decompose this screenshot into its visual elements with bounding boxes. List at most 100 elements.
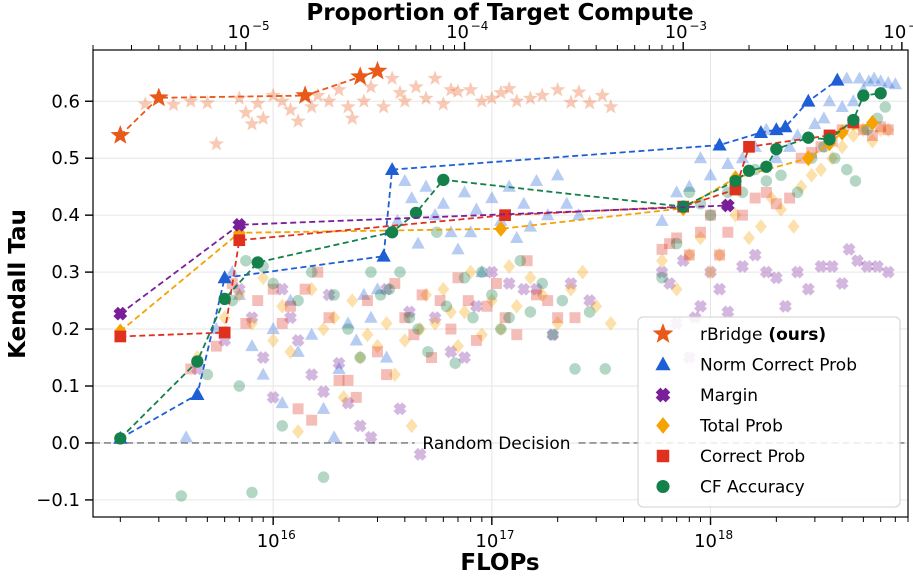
total-prob-frontier-point — [866, 115, 879, 131]
cf-accuracy-point — [670, 237, 683, 250]
margin-frontier-point — [720, 198, 735, 213]
margin-point — [413, 447, 427, 461]
margin-point — [317, 385, 330, 399]
cf-accuracy-point — [503, 311, 515, 324]
rbridge-point — [137, 96, 153, 111]
margin-point — [245, 311, 259, 325]
norm-correct-prob-point — [682, 179, 696, 192]
norm-correct-prob-point — [469, 202, 484, 215]
norm-correct-prob-point — [349, 333, 363, 346]
norm-correct-prob-point — [523, 219, 537, 232]
norm-correct-prob-point — [867, 71, 881, 84]
cf-accuracy-point — [403, 311, 416, 324]
correct-prob-point — [815, 141, 827, 153]
rbridge-point — [474, 93, 490, 108]
norm-correct-prob-point — [852, 71, 867, 84]
total-prob-point — [536, 287, 549, 303]
correct-prob-frontier-point — [218, 326, 231, 339]
random-decision-label: Random Decision — [422, 434, 570, 454]
cf-accuracy-point — [422, 346, 434, 358]
norm-correct-prob-frontier-point — [801, 93, 816, 107]
rbridge-point — [493, 84, 509, 100]
margin-point — [748, 248, 762, 262]
total-prob-point — [524, 270, 537, 286]
top-tick-label: 10 — [665, 22, 688, 43]
cf-accuracy-point — [524, 306, 537, 318]
rbridge-point — [208, 135, 224, 151]
top-axis-ticks: 10−510−410−310−2 — [92, 19, 913, 50]
rbridge-point — [550, 81, 566, 97]
correct-prob-point — [381, 369, 393, 381]
y-tick-label: 0.0 — [51, 433, 80, 454]
cf-accuracy-point — [467, 311, 479, 324]
y-tick-label: −0.1 — [36, 490, 80, 511]
cf-accuracy-point — [683, 186, 696, 199]
correct-prob-point — [664, 238, 676, 250]
cf-accuracy-point — [458, 272, 471, 284]
legend-marker-total-prob — [656, 417, 670, 434]
margin-point — [655, 265, 669, 279]
norm-correct-prob-point — [256, 367, 270, 380]
top-tick-exponent: −3 — [689, 19, 707, 33]
correct-prob-point — [511, 329, 523, 341]
rbridge-point — [310, 87, 326, 103]
norm-correct-prob-frontier-point — [217, 270, 232, 284]
rbridge-point — [509, 93, 525, 108]
total-prob-point — [292, 424, 305, 439]
rbridge-point — [183, 93, 199, 108]
correct-prob-point — [434, 295, 446, 307]
norm-correct-prob-point — [283, 293, 298, 306]
correct-prob-point — [683, 249, 695, 261]
correct-prob-point — [882, 124, 894, 136]
total-prob-point — [576, 264, 589, 280]
rbridge-point — [238, 104, 254, 120]
total-prob-point — [317, 321, 330, 337]
total-prob-point — [604, 316, 617, 331]
correct-prob-point — [737, 209, 748, 221]
total-prob-point — [847, 128, 860, 143]
norm-correct-prob-point — [316, 401, 331, 414]
cf-accuracy-point — [656, 272, 668, 284]
margin-point — [663, 277, 677, 290]
margin-point — [721, 305, 735, 319]
total-prob-point — [656, 253, 668, 269]
margin-point — [458, 351, 471, 364]
correct-prob-point — [656, 243, 668, 255]
margin-point — [676, 254, 690, 268]
total-prob-point — [795, 179, 808, 195]
norm-correct-prob-point — [398, 173, 412, 187]
norm-correct-prob-point — [364, 310, 378, 323]
total-prob-point — [815, 162, 827, 177]
x-axis-label: FLOPs — [460, 550, 539, 576]
margin-point — [266, 390, 280, 404]
total-prob-point — [836, 139, 849, 155]
total-prob-point — [437, 281, 450, 297]
margin-point — [825, 259, 839, 273]
margin-point — [694, 299, 707, 313]
rbridge-point — [397, 93, 413, 108]
cf-accuracy-point — [486, 289, 498, 301]
total-prob-point — [328, 310, 341, 326]
correct-prob-point — [875, 121, 887, 133]
norm-correct-prob-frontier-point — [385, 162, 400, 175]
margin-frontier-point — [232, 217, 247, 232]
margin-point — [393, 402, 407, 416]
correct-prob-point — [323, 312, 335, 324]
norm-correct-prob-point — [341, 316, 355, 329]
total-prob-point — [233, 287, 246, 303]
norm-correct-prob-point — [693, 151, 708, 164]
correct-prob-point — [857, 124, 869, 136]
norm-correct-prob-point — [428, 208, 442, 221]
margin-point — [736, 259, 749, 273]
cf-accuracy-point — [246, 486, 258, 499]
margin-point — [502, 277, 516, 290]
margin-point — [871, 259, 884, 273]
norm-correct-prob-point — [669, 185, 684, 198]
cf-accuracy-point — [201, 368, 214, 381]
y-tick-label: 0.3 — [51, 262, 80, 283]
legend-marker-cf-accuracy — [656, 479, 670, 494]
cf-accuracy-frontier-point — [742, 164, 756, 177]
rbridge-point — [376, 98, 392, 114]
margin-point — [546, 328, 560, 342]
top-tick-exponent: −5 — [252, 19, 270, 33]
